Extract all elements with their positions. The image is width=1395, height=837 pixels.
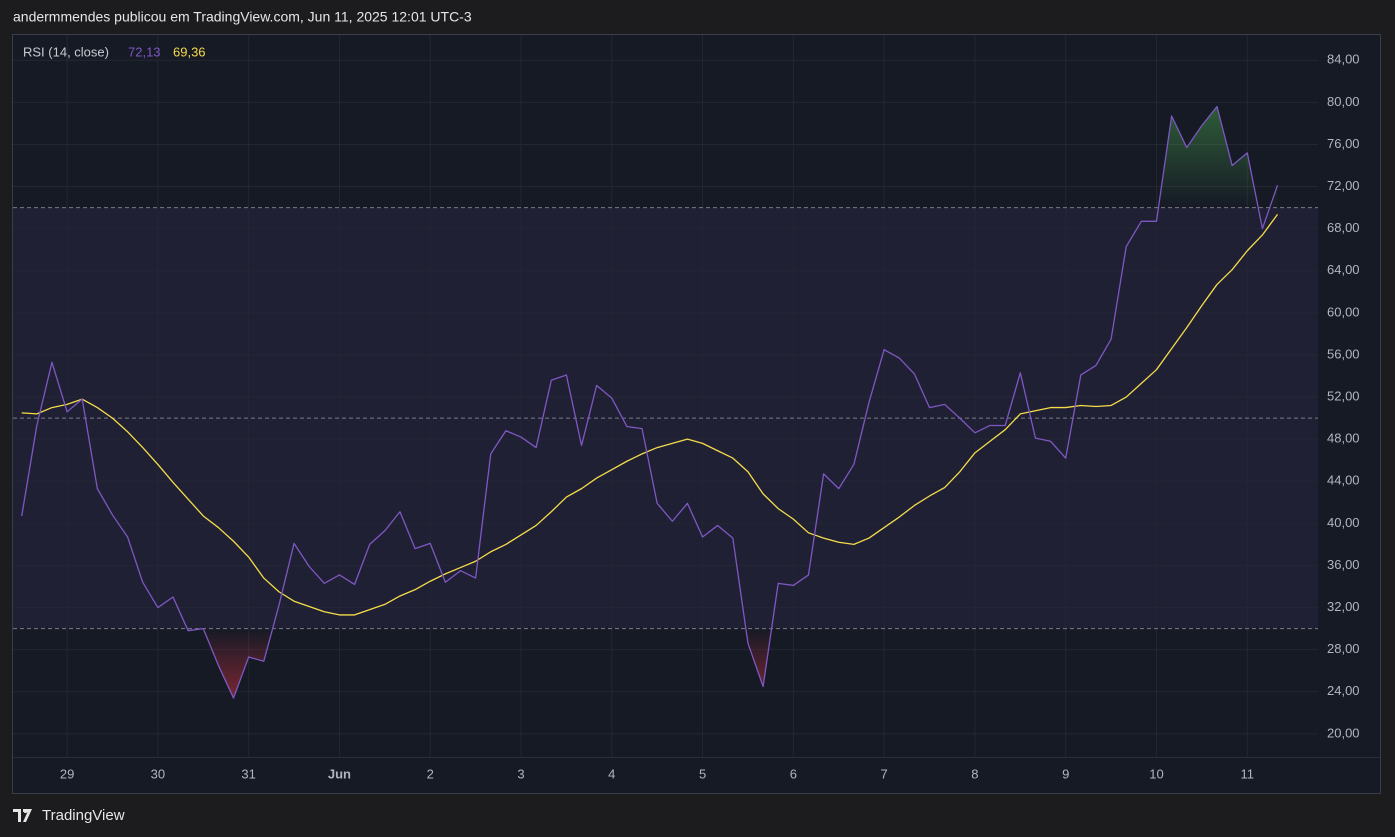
x-tick-label: 11: [1241, 766, 1255, 781]
y-tick-label: 36,00: [1327, 557, 1360, 572]
legend-ma-value: 69,36: [173, 44, 206, 59]
x-tick-label: 10: [1149, 766, 1163, 781]
x-tick-label: 4: [608, 766, 615, 781]
y-tick-label: 44,00: [1327, 473, 1360, 488]
x-tick-label: 7: [881, 766, 888, 781]
x-tick-label: 30: [151, 766, 165, 781]
y-tick-label: 84,00: [1327, 52, 1360, 67]
x-tick-label: 2: [427, 766, 434, 781]
y-tick-label: 48,00: [1327, 431, 1360, 446]
x-tick-label: 3: [517, 766, 524, 781]
y-tick-label: 52,00: [1327, 388, 1360, 403]
y-tick-label: 28,00: [1327, 641, 1360, 656]
y-tick-label: 20,00: [1327, 725, 1360, 740]
y-tick-label: 76,00: [1327, 136, 1360, 151]
attribution: andermmendes publicou em TradingView.com…: [13, 9, 472, 25]
y-tick-label: 24,00: [1327, 683, 1360, 698]
x-tick-label: Jun: [328, 766, 351, 781]
y-tick-label: 56,00: [1327, 346, 1360, 361]
y-tick-label: 40,00: [1327, 515, 1360, 530]
x-tick-label: 6: [790, 766, 797, 781]
y-tick-label: 64,00: [1327, 262, 1360, 277]
plot-layer: 20,00 24,00 28,00 32,00 36,00 40,00 44,00 48,00…: [13, 35, 1360, 781]
brand: TradingView: [42, 807, 125, 824]
rsi-ma-line: [21, 213, 1279, 616]
y-tick-label: 32,00: [1327, 599, 1360, 614]
x-tick-label: 29: [60, 766, 74, 781]
legend-rsi-value: 72,13: [128, 44, 161, 59]
y-tick-label: 72,00: [1327, 178, 1360, 193]
x-tick-label: 5: [699, 766, 706, 781]
rsi-line: [21, 105, 1279, 699]
brand-logo: [13, 809, 32, 822]
y-tick-label: 68,00: [1327, 220, 1360, 235]
x-tick-label: 31: [241, 766, 255, 781]
x-tick-label: 9: [1062, 766, 1069, 781]
y-tick-label: 80,00: [1327, 94, 1360, 109]
x-tick-label: 8: [971, 766, 978, 781]
y-tick-label: 60,00: [1327, 304, 1360, 319]
legend-title: RSI (14, close): [23, 44, 109, 59]
plot-area: [13, 35, 1318, 757]
